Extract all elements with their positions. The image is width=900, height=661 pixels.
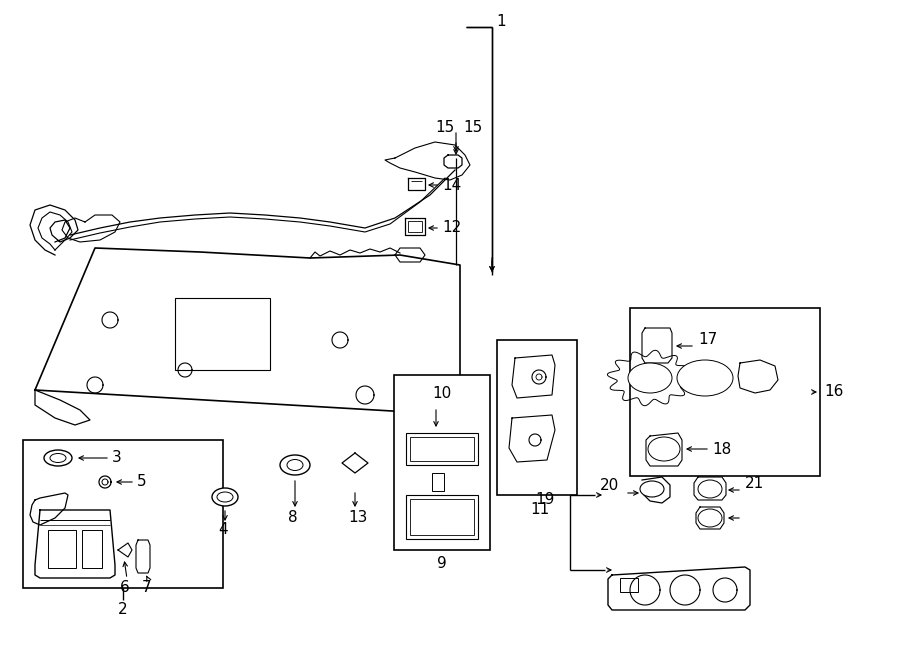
Bar xyxy=(82,530,102,568)
Bar xyxy=(620,578,638,592)
Ellipse shape xyxy=(287,459,303,471)
Bar xyxy=(410,437,474,461)
Ellipse shape xyxy=(677,360,733,396)
Bar xyxy=(48,530,76,568)
Ellipse shape xyxy=(640,481,664,497)
Bar xyxy=(406,495,478,539)
Text: 3: 3 xyxy=(112,451,122,465)
Text: 12: 12 xyxy=(442,221,461,235)
Text: 2: 2 xyxy=(118,602,128,617)
Ellipse shape xyxy=(280,455,310,475)
Text: 9: 9 xyxy=(437,557,446,572)
Bar xyxy=(630,308,820,476)
Bar xyxy=(406,433,478,465)
Text: 8: 8 xyxy=(288,510,298,525)
Text: 11: 11 xyxy=(530,502,549,516)
Ellipse shape xyxy=(212,488,238,506)
Ellipse shape xyxy=(50,453,66,463)
Text: 16: 16 xyxy=(824,385,843,399)
Ellipse shape xyxy=(698,509,722,527)
Bar xyxy=(408,221,422,232)
Text: 4: 4 xyxy=(218,522,228,537)
Ellipse shape xyxy=(648,437,680,461)
Text: 19: 19 xyxy=(535,492,554,508)
Ellipse shape xyxy=(44,450,72,466)
Ellipse shape xyxy=(628,363,672,393)
Text: 17: 17 xyxy=(698,332,717,348)
Bar xyxy=(432,473,444,491)
Text: 14: 14 xyxy=(442,178,461,192)
Text: 6: 6 xyxy=(120,580,130,596)
Text: 5: 5 xyxy=(137,475,147,490)
Text: 1: 1 xyxy=(496,15,506,30)
Ellipse shape xyxy=(217,492,233,502)
Text: 18: 18 xyxy=(712,442,731,457)
Text: 10: 10 xyxy=(432,385,451,401)
Bar xyxy=(175,298,270,370)
Ellipse shape xyxy=(698,480,722,498)
Text: 13: 13 xyxy=(348,510,367,525)
Bar xyxy=(394,375,490,550)
Text: 15: 15 xyxy=(463,120,482,134)
Text: 7: 7 xyxy=(142,580,151,596)
Text: 15: 15 xyxy=(435,120,454,134)
Bar xyxy=(497,340,577,495)
Text: 20: 20 xyxy=(600,477,619,492)
Text: 21: 21 xyxy=(745,475,764,490)
Bar xyxy=(23,440,223,588)
Bar xyxy=(410,499,474,535)
